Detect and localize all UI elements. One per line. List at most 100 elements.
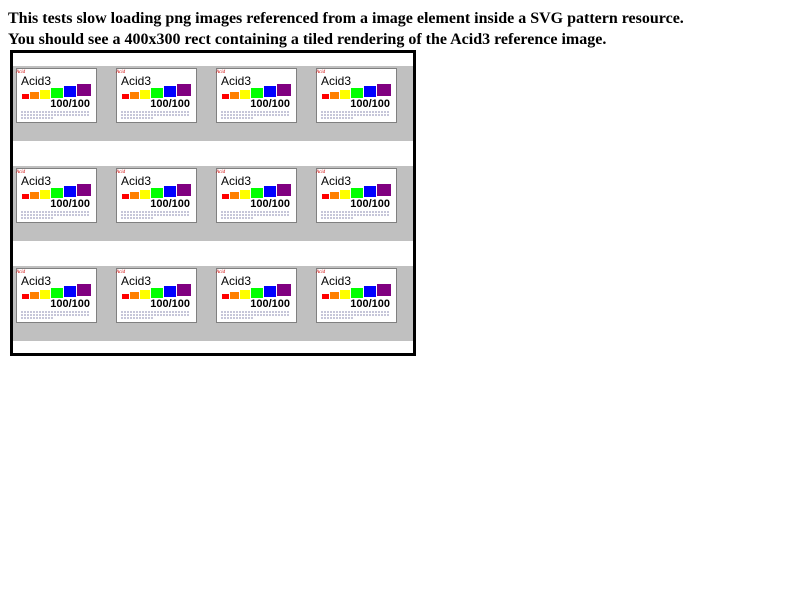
tile-bottom-strip — [213, 341, 313, 353]
acid3-title: Acid3 — [321, 74, 351, 88]
acid3-title: Acid3 — [321, 174, 351, 188]
color-box — [177, 184, 191, 196]
color-box — [30, 92, 39, 99]
acid3-score: 100/100 — [50, 198, 90, 210]
tile-top-strip — [313, 253, 413, 266]
color-box — [130, 292, 139, 299]
color-box — [130, 92, 139, 99]
acid3-score: 100/100 — [350, 198, 390, 210]
color-box — [340, 90, 350, 99]
color-box — [364, 186, 376, 197]
acid3-score: 100/100 — [150, 98, 190, 110]
acid-logo-text: Acid — [115, 270, 126, 275]
tile-bottom-strip — [13, 341, 113, 353]
color-box — [264, 286, 276, 297]
tile-top-strip — [213, 153, 313, 166]
acid-logo-text: Acid — [15, 70, 26, 75]
color-box — [122, 94, 129, 99]
color-box — [122, 194, 129, 199]
acid3-title: Acid3 — [21, 174, 51, 188]
color-box — [222, 194, 229, 199]
color-box — [240, 90, 250, 99]
acid3-score: 100/100 — [350, 98, 390, 110]
tile-bottom-strip — [213, 241, 313, 253]
color-box — [251, 188, 263, 198]
acid-logo-text: Acid — [215, 170, 226, 175]
tile-top-strip — [13, 53, 113, 66]
color-box — [240, 190, 250, 199]
color-box — [351, 288, 363, 298]
color-box — [222, 294, 229, 299]
tile-top-strip — [13, 253, 113, 266]
tile-bottom-strip — [13, 241, 113, 253]
tile-top-strip — [113, 153, 213, 166]
color-box — [164, 286, 176, 297]
color-box — [77, 84, 91, 96]
description-line-2: You should see a 400x300 rect containing… — [8, 31, 607, 48]
color-box — [151, 188, 163, 198]
color-box — [364, 86, 376, 97]
acid3-title: Acid3 — [221, 74, 251, 88]
color-box — [22, 294, 29, 299]
color-box — [364, 286, 376, 297]
acid-logo-text: Acid — [115, 70, 126, 75]
color-box — [64, 86, 76, 97]
color-box — [264, 186, 276, 197]
acid3-score: 100/100 — [150, 298, 190, 310]
tile-top-strip — [13, 153, 113, 166]
color-box — [322, 194, 329, 199]
acid-logo-text: Acid — [315, 170, 326, 175]
color-box — [151, 288, 163, 298]
color-box — [77, 284, 91, 296]
color-box — [377, 184, 391, 196]
tile-bottom-strip — [213, 141, 313, 153]
acid3-title: Acid3 — [121, 74, 151, 88]
color-box — [251, 88, 263, 98]
color-box — [151, 88, 163, 98]
acid3-title: Acid3 — [21, 74, 51, 88]
tile-top-strip — [313, 53, 413, 66]
acid-logo-text: Acid — [15, 270, 26, 275]
color-box — [22, 94, 29, 99]
acid-logo-text: Acid — [215, 270, 226, 275]
color-box — [164, 86, 176, 97]
color-box — [240, 290, 250, 299]
tile-bottom-strip — [13, 141, 113, 153]
tiled-pattern-svg: AcidAcid3100/100AcidAcid3100/100AcidAcid… — [13, 53, 413, 353]
color-box — [351, 88, 363, 98]
color-box — [30, 192, 39, 199]
color-box — [130, 192, 139, 199]
tile-bottom-strip — [113, 341, 213, 353]
pattern-rect: Acid Acid3 100/100 Acid Acid3 100/100 Acid Acid… — [10, 50, 416, 356]
color-box — [230, 92, 239, 99]
color-box — [330, 192, 339, 199]
acid-logo-text: Acid — [215, 70, 226, 75]
acid-logo-text: Acid — [315, 270, 326, 275]
color-box — [122, 294, 129, 299]
color-box — [340, 290, 350, 299]
test-description: This tests slow loading png images refer… — [8, 8, 684, 50]
color-box — [77, 184, 91, 196]
color-box — [322, 94, 329, 99]
color-box — [164, 186, 176, 197]
tile-top-strip — [113, 53, 213, 66]
acid-logo-text: Acid — [315, 70, 326, 75]
color-box — [377, 84, 391, 96]
acid3-title: Acid3 — [221, 174, 251, 188]
color-box — [64, 286, 76, 297]
acid3-score: 100/100 — [50, 298, 90, 310]
color-box — [140, 290, 150, 299]
acid3-score: 100/100 — [50, 98, 90, 110]
tile-bottom-strip — [313, 141, 413, 153]
tile-top-strip — [113, 253, 213, 266]
